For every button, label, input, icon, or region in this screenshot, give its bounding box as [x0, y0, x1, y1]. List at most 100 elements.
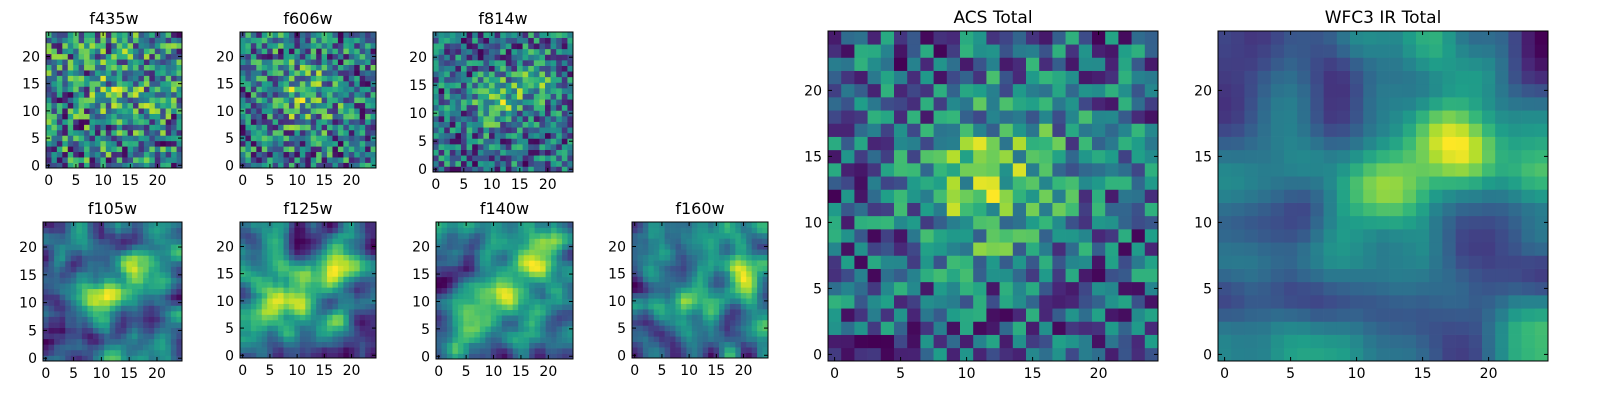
heatmap-cell [148, 255, 155, 262]
heatmap-cell [697, 254, 704, 261]
heatmap-cell [474, 320, 481, 327]
heatmap-cell [321, 270, 328, 277]
heatmap-cell [680, 309, 687, 315]
heatmap-cell [539, 160, 546, 167]
heatmap-cell [1105, 202, 1119, 217]
heatmap-cell [154, 260, 161, 267]
heatmap-cell [105, 86, 112, 93]
heatmap-cell [283, 303, 290, 310]
heatmap-cell [171, 102, 177, 109]
heatmap-cell [343, 265, 350, 272]
heatmap-cell [550, 160, 557, 167]
heatmap-cell [757, 347, 763, 353]
heatmap-cell [986, 189, 1000, 203]
heatmap-cell [550, 104, 557, 111]
heatmap-cell [556, 232, 563, 239]
heatmap-cell [176, 260, 183, 267]
heatmap-cell [288, 298, 295, 304]
heatmap-cell [131, 349, 138, 356]
heatmap-cell [133, 91, 139, 98]
heatmap-cell [751, 309, 758, 315]
heatmap-cell [370, 37, 377, 44]
heatmap-cell [305, 86, 312, 93]
heatmap-cell [104, 288, 111, 295]
heatmap-cell [250, 151, 257, 158]
heatmap-cell [62, 113, 69, 120]
heatmap-cell [746, 260, 753, 266]
heatmap-cell [299, 59, 306, 65]
heatmap-cell [105, 48, 112, 55]
heatmap-cell [133, 108, 139, 114]
heatmap-cell [551, 243, 557, 250]
heatmap-cell [479, 348, 486, 354]
heatmap-cell [528, 149, 535, 156]
heatmap-cell [137, 249, 144, 256]
heatmap-cell [327, 80, 333, 87]
heatmap-cell [517, 48, 523, 55]
heatmap-cell [94, 70, 101, 76]
y-tick-label: 0 [617, 348, 626, 364]
heatmap-cell [444, 65, 451, 72]
heatmap-cell [59, 283, 66, 290]
heatmap-cell [691, 314, 698, 321]
heatmap-cell [332, 287, 339, 294]
heatmap-cell [505, 160, 512, 167]
heatmap-cell [529, 271, 535, 278]
heatmap-cell [250, 254, 257, 261]
heatmap-cell [84, 108, 90, 114]
heatmap-cell [474, 249, 481, 256]
heatmap-cell [490, 232, 497, 239]
heatmap-cell [567, 254, 574, 261]
heatmap-cell [556, 71, 563, 78]
heatmap-cell [867, 149, 882, 164]
x-tick-label: 20 [343, 363, 361, 379]
heatmap-cell [365, 157, 371, 163]
heatmap-cell [105, 91, 112, 98]
heatmap-cell [719, 270, 725, 277]
heatmap-cell [452, 331, 459, 338]
heatmap-cell [517, 65, 523, 72]
heatmap-cell [507, 298, 514, 305]
heatmap-cell [73, 157, 79, 163]
heatmap-cell [159, 260, 166, 267]
heatmap-cell [653, 276, 660, 283]
heatmap-cell [165, 97, 172, 104]
heatmap-cell [496, 298, 503, 305]
heatmap-cell [245, 276, 252, 283]
heatmap-cell [365, 287, 371, 294]
heatmap-cell [348, 287, 355, 294]
heatmap-cell [1092, 268, 1106, 283]
heatmap-cell [986, 149, 1000, 164]
heatmap-cell [675, 314, 682, 321]
heatmap-cell [632, 249, 638, 255]
heatmap-cell [1078, 202, 1093, 217]
heatmap-cell [283, 75, 290, 82]
heatmap-cell [133, 157, 139, 163]
heatmap-cell [245, 347, 252, 353]
heatmap-cell [160, 135, 167, 142]
heatmap-cell [648, 243, 655, 250]
heatmap-cell [455, 104, 462, 111]
heatmap-cell [466, 110, 473, 117]
heatmap-cell [56, 119, 63, 125]
heatmap-cell [48, 338, 55, 345]
heatmap-cell [751, 319, 758, 326]
heatmap-cell [337, 238, 344, 245]
heatmap-cell [664, 232, 671, 239]
heatmap-cell [659, 287, 665, 294]
heatmap-cell [149, 140, 156, 147]
heatmap-cell [370, 140, 377, 147]
heatmap-cell [354, 162, 361, 169]
heatmap-cell [321, 227, 328, 234]
heatmap-cell [278, 325, 284, 332]
heatmap-cell [116, 48, 123, 55]
heatmap-cell [111, 32, 118, 38]
heatmap-cell [436, 309, 442, 316]
heatmap-cell [1065, 321, 1080, 335]
heatmap-cell [540, 320, 546, 327]
heatmap-cell [288, 276, 295, 283]
heatmap-cell [56, 42, 63, 49]
x-tick-label: 20 [343, 173, 361, 189]
heatmap-cell [278, 222, 284, 228]
